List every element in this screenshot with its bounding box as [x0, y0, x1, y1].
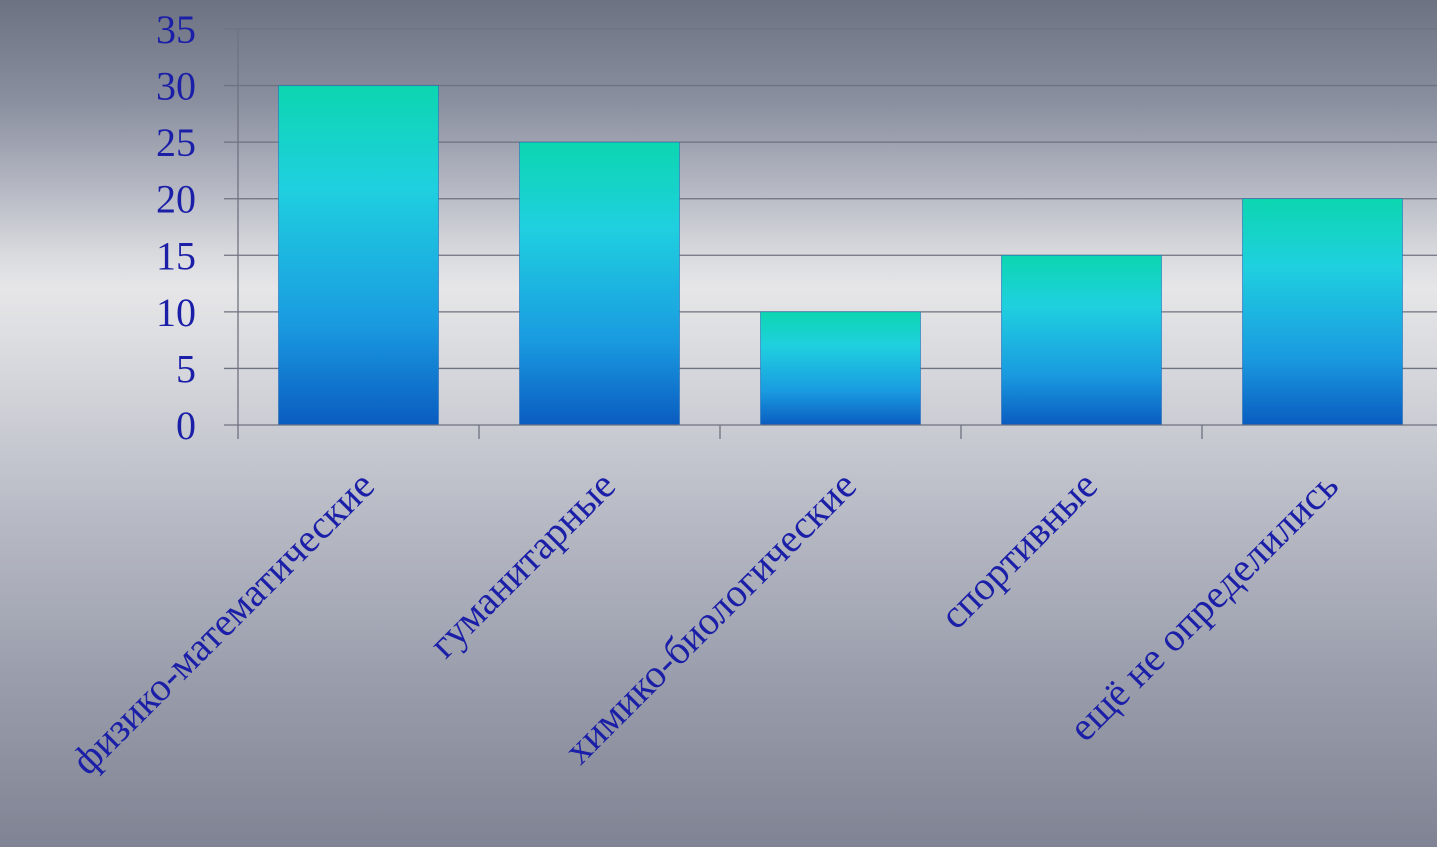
y-tick-label: 20: [156, 177, 196, 222]
y-tick-label: 35: [156, 7, 196, 52]
y-tick-labels: 0 5 10 15 20 25 30 35: [156, 7, 196, 448]
axes: [224, 29, 1437, 439]
x-category-labels: физико-математические гуманитарныехимико-…: [62, 463, 1346, 783]
y-tick-label: 30: [156, 64, 196, 109]
y-tick-label: 25: [156, 120, 196, 165]
x-category-label: гуманитарные: [420, 463, 624, 667]
y-tick-label: 15: [156, 233, 196, 278]
y-tick-label: 0: [176, 403, 196, 448]
y-tick-label: 5: [176, 346, 196, 391]
x-category-label: ещё не определились: [1060, 463, 1347, 750]
y-tick-label: 10: [156, 290, 196, 335]
bar: [519, 141, 680, 426]
bar: [278, 85, 439, 426]
x-category-label: спортивные: [931, 463, 1106, 638]
x-category-label: физико-математические: [62, 463, 382, 783]
bar: [760, 311, 921, 426]
bar: [1242, 198, 1403, 426]
bar: [1001, 254, 1162, 426]
bars: [278, 85, 1403, 426]
